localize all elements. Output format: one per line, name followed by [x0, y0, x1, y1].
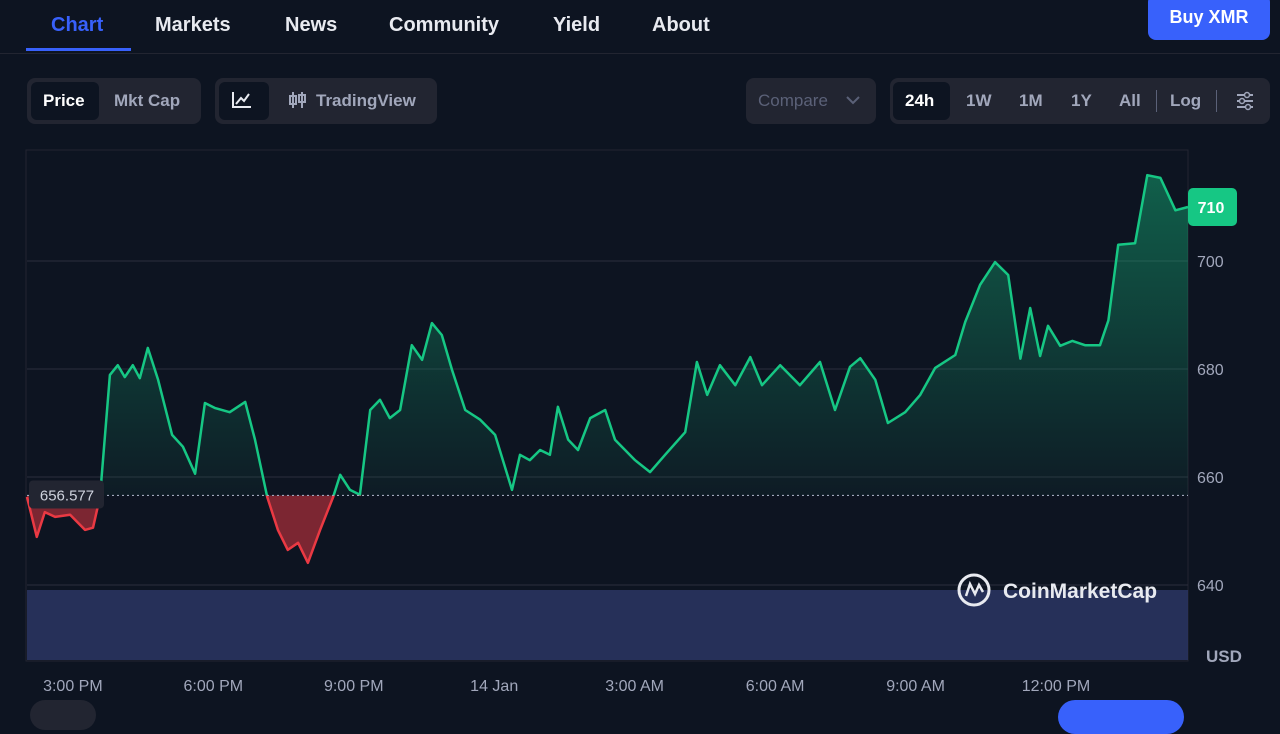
y-tick-label: 660 — [1197, 470, 1224, 487]
tab-underline — [26, 48, 131, 51]
nav-tab[interactable]: Community — [389, 14, 499, 36]
range-option[interactable]: 1Y — [1071, 91, 1092, 110]
active-chip — [893, 82, 950, 120]
separator — [1216, 90, 1217, 112]
baseline-label: 656.577 — [40, 487, 94, 504]
nav-tab[interactable]: Markets — [155, 14, 231, 36]
buy-button[interactable]: Buy XMR — [1148, 0, 1270, 40]
x-tick-label: 14 Jan — [470, 678, 518, 695]
nav-tab[interactable]: Yield — [553, 14, 601, 36]
range-option[interactable]: 24h — [905, 91, 935, 110]
line-icon[interactable] — [231, 90, 253, 110]
x-tick-label: 9:00 AM — [886, 678, 945, 695]
range-option[interactable]: 1M — [1019, 91, 1043, 110]
divider — [0, 53, 1280, 54]
settings-icon[interactable] — [1235, 91, 1255, 111]
active-chip — [31, 82, 99, 120]
baseline-tag — [29, 480, 104, 509]
y-tick-label: 700 — [1197, 254, 1224, 271]
chevron — [846, 96, 860, 105]
nav-tab[interactable]: About — [652, 14, 710, 36]
view-option[interactable]: Price — [43, 91, 85, 110]
price-tag — [1188, 188, 1237, 227]
x-tick-label: 12:00 PM — [1022, 678, 1090, 695]
watermark-text: CoinMarketCap — [1003, 580, 1157, 603]
unit-label: USD — [1206, 647, 1242, 666]
range-toggle — [890, 78, 1270, 124]
x-tick-label: 9:00 PM — [324, 678, 384, 695]
log-toggle[interactable]: Log — [1170, 91, 1202, 110]
mode-option[interactable]: TradingView — [316, 91, 416, 110]
volume-bars — [27, 590, 1188, 660]
range-option[interactable]: 1W — [966, 91, 992, 110]
x-tick-label: 3:00 AM — [605, 678, 664, 695]
compare-label: Compare — [758, 91, 828, 110]
y-tick-label: 680 — [1197, 362, 1224, 379]
analyze-button[interactable] — [1058, 700, 1184, 734]
price-tag-label: 710 — [1198, 200, 1225, 217]
candle-icon — [289, 92, 306, 108]
nav-tab[interactable]: Chart — [51, 14, 104, 36]
watermark: CoinMarketCap — [957, 573, 1157, 607]
y-tick-label: 640 — [1197, 578, 1224, 595]
history-badge[interactable] — [30, 700, 96, 730]
x-tick-label: 6:00 PM — [184, 678, 244, 695]
separator — [1156, 90, 1157, 112]
buy-label: Buy XMR — [1169, 7, 1249, 27]
view-option[interactable]: Mkt Cap — [114, 91, 181, 110]
area-fill — [27, 175, 1188, 563]
nav-tab[interactable]: News — [285, 14, 338, 36]
price-line — [25, 173, 1189, 565]
x-tick-label: 3:00 PM — [43, 678, 103, 695]
range-option[interactable]: All — [1119, 91, 1141, 110]
x-tick-label: 6:00 AM — [746, 678, 805, 695]
